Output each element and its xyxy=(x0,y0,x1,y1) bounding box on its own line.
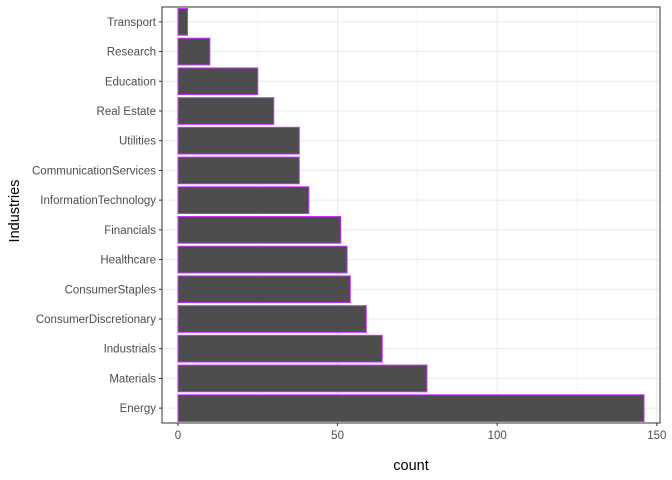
bar xyxy=(177,245,348,274)
bar xyxy=(177,97,275,125)
y-tick-label: Energy xyxy=(120,403,157,415)
y-tick-label: Real Estate xyxy=(97,106,156,118)
bar xyxy=(177,156,300,185)
y-tick-label: ConsumerStaples xyxy=(65,284,157,296)
y-tick-label: Financials xyxy=(104,225,156,237)
bar xyxy=(177,67,259,96)
bars xyxy=(177,7,645,423)
x-tick-label: 100 xyxy=(488,430,507,442)
bar xyxy=(177,186,310,215)
bar xyxy=(177,37,211,66)
x-axis-label: count xyxy=(393,458,428,474)
y-tick-label: ConsumerDiscretionary xyxy=(36,314,156,326)
bar xyxy=(177,7,189,36)
x-axis-ticks: 0 50 100 150 xyxy=(175,423,666,442)
bar xyxy=(177,394,645,423)
bar xyxy=(177,364,428,393)
y-axis-ticks: Transport Research Education Real Estate Uti… xyxy=(32,17,162,415)
x-tick-label: 0 xyxy=(175,430,181,442)
bar xyxy=(177,126,300,155)
y-tick-label: Healthcare xyxy=(100,255,156,267)
y-tick-label: Transport xyxy=(107,17,157,29)
bar xyxy=(177,275,351,304)
y-tick-label: Education xyxy=(105,76,156,88)
y-tick-label: Industrials xyxy=(104,344,157,356)
bar xyxy=(177,215,342,244)
y-tick-label: CommunicationServices xyxy=(32,165,156,177)
bar xyxy=(177,305,367,333)
y-tick-label: Research xyxy=(107,47,156,59)
y-tick-label: InformationTechnology xyxy=(40,195,156,207)
y-tick-label: Materials xyxy=(109,373,156,385)
bar xyxy=(177,334,383,363)
panel-border xyxy=(161,6,661,424)
x-tick-label: 150 xyxy=(647,430,666,442)
x-tick-label: 50 xyxy=(331,430,344,442)
y-axis-label: Industries xyxy=(7,180,23,243)
y-tick-label: Utilities xyxy=(119,136,156,148)
